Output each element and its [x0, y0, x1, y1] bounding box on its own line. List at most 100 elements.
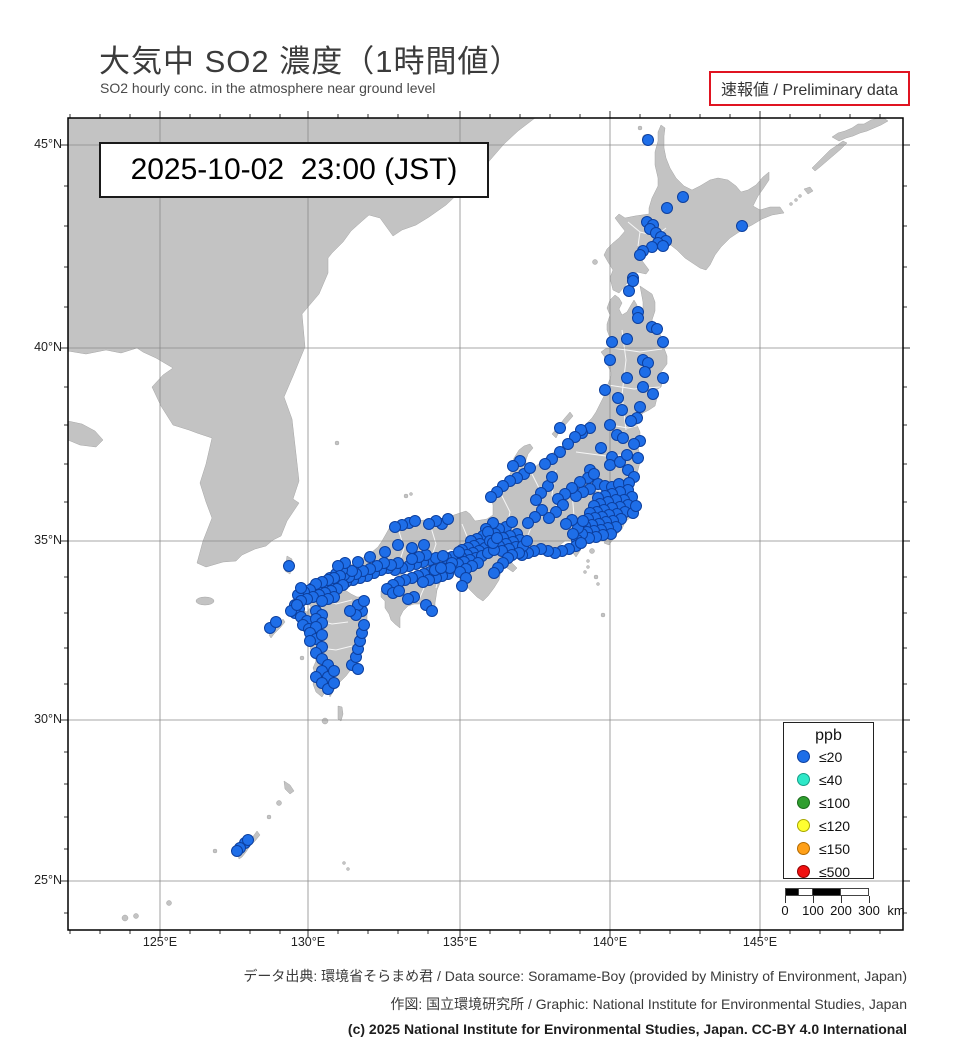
station-dot: [283, 560, 295, 572]
land-amami: [283, 780, 295, 795]
y-axis-label: 30°N: [34, 712, 62, 726]
legend-color-dot: [797, 865, 810, 878]
station-dot: [621, 372, 633, 384]
station-dot: [621, 333, 633, 345]
station-dot: [506, 516, 518, 528]
station-dot: [657, 372, 669, 384]
station-dot: [442, 513, 454, 525]
y-axis-label: 40°N: [34, 340, 62, 354]
station-dot: [352, 663, 364, 675]
legend-item-label: ≤120: [819, 817, 851, 834]
station-dot: [316, 629, 328, 641]
station-dot: [270, 616, 282, 628]
scalebar-unit: km: [887, 903, 905, 918]
station-dot: [588, 468, 600, 480]
station-dot: [567, 528, 579, 540]
station-dot: [328, 665, 340, 677]
station-dot: [291, 599, 303, 611]
station-dot: [595, 442, 607, 454]
page-subtitle: SO2 hourly conc. in the atmosphere near …: [100, 80, 436, 96]
scale-bar: 0 100 200 300 km: [781, 888, 915, 924]
legend-color-dot: [797, 796, 810, 809]
preliminary-data-badge: 速報値 / Preliminary data: [709, 71, 910, 106]
station-dot: [634, 401, 646, 413]
legend-color-dot: [797, 819, 810, 832]
scalebar-label: 100: [802, 903, 824, 918]
station-dot: [364, 551, 376, 563]
station-dot: [521, 535, 533, 547]
x-axis-label: 145°E: [742, 935, 778, 949]
x-axis-label: 125°E: [142, 935, 178, 949]
station-dot: [657, 240, 669, 252]
station-dot: [453, 546, 465, 558]
station-dot: [456, 580, 468, 592]
station-dot: [393, 585, 405, 597]
y-axis-label: 45°N: [34, 137, 62, 151]
land-etorofu: [831, 118, 889, 142]
station-dot: [358, 619, 370, 631]
legend-item-label: ≤40: [819, 771, 843, 788]
legend-item-label: ≤100: [819, 794, 851, 811]
station-dot: [634, 249, 646, 261]
station-dot: [606, 336, 618, 348]
legend-color-dot: [797, 773, 810, 786]
station-dot: [522, 517, 534, 529]
station-dot: [647, 388, 659, 400]
station-dot: [426, 605, 438, 617]
station-dot: [352, 556, 364, 568]
station-dot: [406, 553, 418, 565]
station-dot: [637, 381, 649, 393]
timestamp-box: 2025-10-02 23:00 (JST): [99, 142, 489, 198]
scalebar-label: 200: [830, 903, 852, 918]
station-dot: [402, 593, 414, 605]
legend-item-label: ≤500: [819, 863, 851, 880]
station-dot: [599, 384, 611, 396]
station-dot: [423, 518, 435, 530]
station-dot: [575, 537, 587, 549]
land-shandong: [68, 420, 104, 448]
legend-color-dot: [797, 842, 810, 855]
station-dot: [554, 422, 566, 434]
station-dot: [546, 471, 558, 483]
station-dot: [437, 550, 449, 562]
station-dot: [632, 452, 644, 464]
graphic-credit-text: 作図: 国立環境研究所 / Graphic: National Institut…: [390, 996, 907, 1012]
station-dot: [736, 220, 748, 232]
station-dot: [621, 449, 633, 461]
station-dot: [379, 546, 391, 558]
station-dot: [661, 202, 673, 214]
station-dot: [543, 512, 555, 524]
station-dot: [604, 419, 616, 431]
station-dot: [562, 438, 574, 450]
station-dot: [642, 134, 654, 146]
y-axis-label: 25°N: [34, 873, 62, 887]
page-title: 大気中 SO2 濃度（1時間値）: [99, 44, 522, 79]
station-dot: [328, 677, 340, 689]
scalebar-label: 0: [781, 903, 789, 918]
legend-item: ≤100: [784, 791, 873, 814]
station-dot: [574, 476, 586, 488]
station-dot: [358, 595, 370, 607]
data-source-text: データ出典: 環境省そらまめ君 / Data source: Soramame-…: [243, 968, 907, 984]
station-dot: [242, 834, 254, 846]
land-kunashiri: [811, 140, 848, 172]
land-tanegashima: [337, 705, 344, 722]
station-dot: [677, 191, 689, 203]
station-dot: [632, 312, 644, 324]
station-dot: [630, 500, 642, 512]
station-dot: [628, 438, 640, 450]
legend-color-dot: [797, 750, 810, 763]
station-dot: [530, 494, 542, 506]
station-dot: [604, 354, 616, 366]
scalebar-label: 300: [858, 903, 880, 918]
station-dot: [617, 432, 629, 444]
station-dot: [625, 415, 637, 427]
station-dot: [488, 567, 500, 579]
station-dot: [560, 518, 572, 530]
station-dot: [491, 532, 503, 544]
copyright-text: (c) 2025 National Institute for Environm…: [347, 1021, 907, 1037]
legend-item: ≤120: [784, 814, 873, 837]
land-continent: [68, 118, 536, 568]
